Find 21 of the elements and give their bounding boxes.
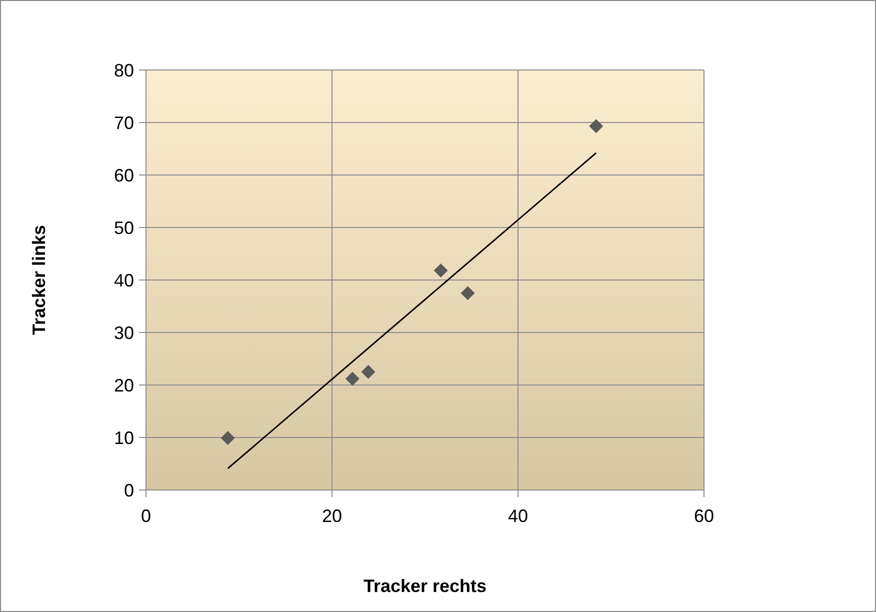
point bbox=[434, 264, 448, 278]
point bbox=[345, 372, 360, 386]
x-tick-label: 0 bbox=[140, 506, 152, 526]
y-tick-label: 80 bbox=[114, 60, 134, 80]
y-tick-label: 60 bbox=[114, 165, 134, 186]
point bbox=[589, 119, 604, 134]
point bbox=[361, 364, 376, 379]
y-tick-label: 50 bbox=[114, 218, 134, 238]
y-tick-label: 30 bbox=[114, 322, 134, 343]
y-axis-title: Tracker links bbox=[29, 224, 49, 336]
y-tick-label: 10 bbox=[114, 428, 134, 448]
point bbox=[460, 286, 475, 300]
y-tick-label: 0 bbox=[124, 480, 134, 500]
y-tick-label: 70 bbox=[114, 112, 134, 133]
y-tick-label: 40 bbox=[114, 270, 134, 290]
y-tick-label: 20 bbox=[114, 375, 134, 396]
point bbox=[220, 431, 235, 446]
x-tick-label: 20 bbox=[322, 506, 342, 526]
x-tick-label: 40 bbox=[508, 506, 528, 526]
x-axis-title: Tracker rechts bbox=[363, 576, 487, 596]
x-tick-label: 60 bbox=[694, 506, 714, 526]
